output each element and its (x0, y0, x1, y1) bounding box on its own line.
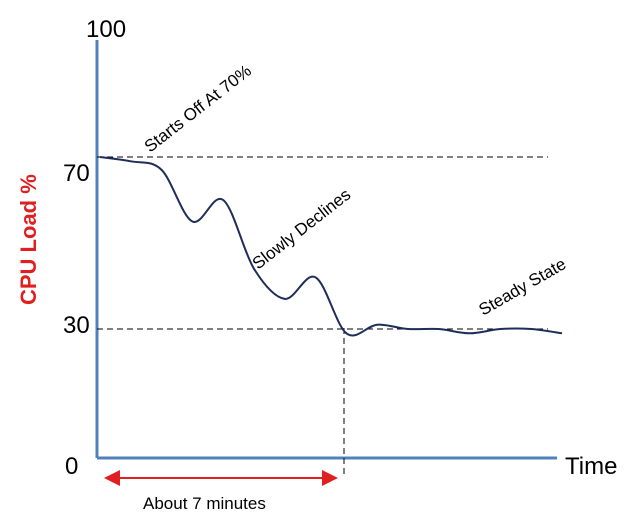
y-tick-100: 100 (86, 16, 126, 43)
y-axis-label: CPU Load % (16, 174, 41, 305)
annotation-decline: Slowly Declines (249, 185, 355, 273)
y-tick-70: 70 (63, 160, 90, 187)
annotation-steady: Steady State (476, 254, 570, 319)
duration-label: About 7 minutes (143, 494, 266, 513)
y-tick-30: 30 (63, 312, 90, 339)
x-axis-label: Time (565, 453, 617, 480)
y-tick-0: 0 (65, 453, 78, 480)
annotation-start: Starts Off At 70% (141, 61, 255, 156)
cpu-load-line (99, 156, 563, 337)
